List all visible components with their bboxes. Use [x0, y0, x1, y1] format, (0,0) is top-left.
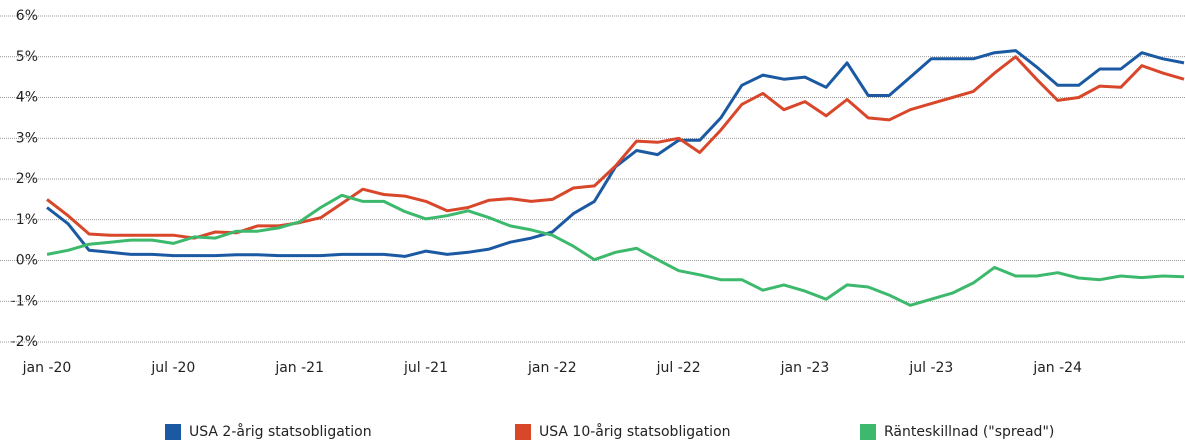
legend-label: USA 2-årig statsobligation — [189, 423, 372, 440]
x-tick-label: jan -20 — [22, 360, 72, 376]
x-tick-label: jul -21 — [403, 360, 448, 376]
x-tick-label: jan -24 — [1032, 360, 1082, 376]
legend-label: USA 10-årig statsobligation — [539, 423, 731, 440]
x-tick-label: jul -23 — [908, 360, 953, 376]
series-line — [46, 49, 1185, 258]
legend-swatch — [860, 424, 876, 440]
x-tick-label: jan -22 — [527, 360, 577, 376]
x-tick-label: jan -23 — [780, 360, 830, 376]
legend-label: Ränteskillnad ("spread") — [884, 424, 1054, 440]
legend-swatch — [515, 424, 531, 440]
x-tick-label: jul -22 — [656, 360, 701, 376]
x-tick-label: jul -20 — [150, 360, 195, 376]
series-line — [46, 55, 1185, 240]
x-tick-label: jan -21 — [274, 360, 324, 376]
series-line — [46, 193, 1185, 307]
legend-swatch — [165, 424, 181, 440]
